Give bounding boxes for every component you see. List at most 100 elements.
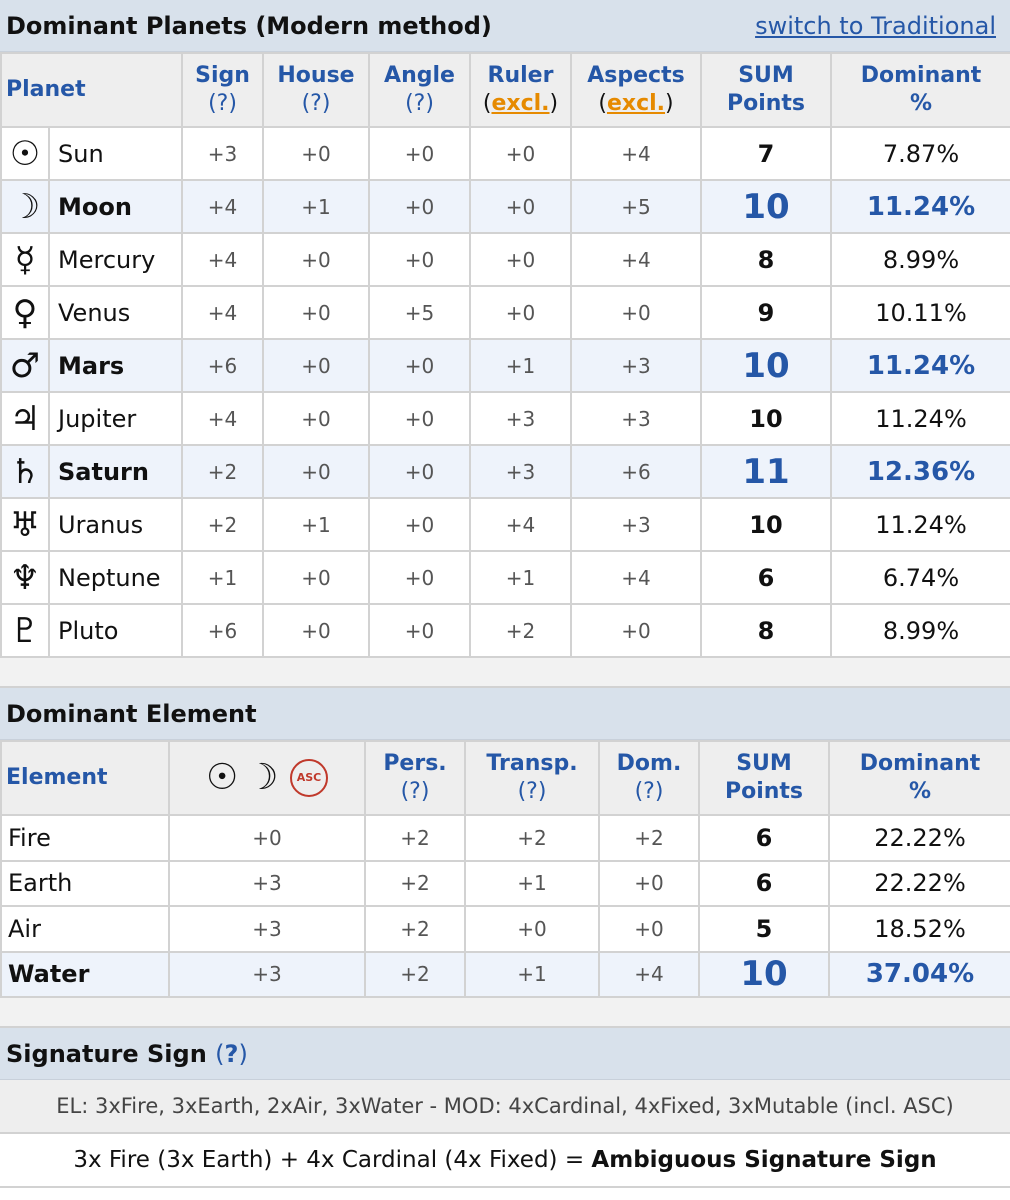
house-value: +0 bbox=[262, 444, 370, 499]
house-value: +0 bbox=[262, 232, 370, 287]
planet-name-cell: ♇ Pluto bbox=[0, 603, 183, 658]
dominant-pct-value: 11.24% bbox=[830, 497, 1010, 552]
header-pers: Pers. (?) bbox=[364, 740, 466, 816]
planet-row-pluto: ♇ Pluto +6 +0 +0 +2 +0 8 8.99% bbox=[0, 603, 1010, 658]
planet-row-saturn: ♄ Saturn +2 +0 +0 +3 +6 11 12.36% bbox=[0, 444, 1010, 499]
aspects-value: +6 bbox=[570, 444, 702, 499]
house-value: +0 bbox=[262, 338, 370, 393]
dom-value: +2 bbox=[598, 814, 700, 862]
header-element-dominant: Dominant% bbox=[828, 740, 1010, 816]
house-help-link[interactable]: (?) bbox=[301, 91, 331, 116]
element-pct-value: 22.22% bbox=[828, 859, 1010, 907]
planet-name: Moon bbox=[58, 192, 132, 221]
jupiter-icon: ♃ bbox=[2, 393, 50, 444]
dominant-pct-value: 7.87% bbox=[830, 126, 1010, 181]
sign-help-link[interactable]: (?) bbox=[208, 91, 237, 116]
dominant-pct-value: 12.36% bbox=[830, 444, 1010, 499]
header-sum-points: SUM Points bbox=[700, 52, 832, 128]
aspects-value: +5 bbox=[570, 179, 702, 234]
house-value: +1 bbox=[262, 179, 370, 234]
header-house: House (?) bbox=[262, 52, 370, 128]
sum-points-value: 10 bbox=[700, 497, 832, 552]
signature-el-line: EL: 3xFire, 3xEarth, 2xAir, 3xWater - MO… bbox=[0, 1080, 1010, 1134]
planet-name: Venus bbox=[58, 298, 131, 327]
mars-icon: ♂ bbox=[2, 340, 50, 391]
planets-section-header: Dominant Planets (Modern method) switch … bbox=[0, 0, 1010, 52]
planet-name: Mercury bbox=[58, 245, 156, 274]
neptune-icon: ♆ bbox=[2, 552, 50, 603]
element-pct-value: 22.22% bbox=[828, 814, 1010, 862]
sum-points-value: 10 bbox=[700, 391, 832, 446]
aspects-value: +4 bbox=[570, 550, 702, 605]
signature-result: 3x Fire (3x Earth) + 4x Cardinal (4x Fix… bbox=[0, 1134, 1010, 1188]
house-value: +0 bbox=[262, 391, 370, 446]
saturn-icon: ♄ bbox=[2, 446, 50, 497]
ruler-value: +1 bbox=[469, 338, 572, 393]
pers-help-link[interactable]: (?) bbox=[400, 779, 430, 804]
dominant-pct-value: 11.24% bbox=[830, 391, 1010, 446]
ruler-value: +2 bbox=[469, 603, 572, 658]
angle-value: +0 bbox=[368, 232, 471, 287]
sign-value: +4 bbox=[181, 285, 264, 340]
angle-value: +0 bbox=[368, 126, 471, 181]
header-planet: Planet bbox=[0, 52, 183, 128]
planet-name-cell: ♆ Neptune bbox=[0, 550, 183, 605]
planet-row-moon: ☽ Moon +4 +1 +0 +0 +5 10 11.24% bbox=[0, 179, 1010, 234]
aspects-value: +0 bbox=[570, 285, 702, 340]
planet-name-cell: ☽ Moon bbox=[0, 179, 183, 234]
header-dom: Dom. (?) bbox=[598, 740, 700, 816]
dominant-pct-value: 6.74% bbox=[830, 550, 1010, 605]
header-element: Element bbox=[0, 740, 170, 816]
planet-row-venus: ♀ Venus +4 +0 +5 +0 +0 9 10.11% bbox=[0, 285, 1010, 340]
header-sun-moon-asc: ☉ ☽ ASC bbox=[168, 740, 366, 816]
sum-points-value: 9 bbox=[700, 285, 832, 340]
dom-help-link[interactable]: (?) bbox=[634, 779, 664, 804]
sign-value: +6 bbox=[181, 338, 264, 393]
transp-value: +0 bbox=[464, 905, 600, 953]
switch-to-traditional-link[interactable]: switch to Traditional bbox=[755, 11, 996, 40]
planets-section-title: Dominant Planets (Modern method) bbox=[6, 11, 492, 40]
signature-result-text: 3x Fire (3x Earth) + 4x Cardinal (4x Fix… bbox=[73, 1147, 585, 1173]
section-gap-2 bbox=[0, 998, 1010, 1028]
pers-value: +2 bbox=[364, 905, 466, 953]
header-transp: Transp. (?) bbox=[464, 740, 600, 816]
planet-name-cell: ♃ Jupiter bbox=[0, 391, 183, 446]
aspects-value: +4 bbox=[570, 126, 702, 181]
angle-value: +0 bbox=[368, 391, 471, 446]
planet-name-cell: ♂ Mars bbox=[0, 338, 183, 393]
element-section-header: Dominant Element bbox=[0, 688, 1010, 740]
aspects-value: +3 bbox=[570, 338, 702, 393]
signature-help-link[interactable]: (?) bbox=[215, 1039, 248, 1068]
ruler-excl-link[interactable]: excl. bbox=[491, 91, 550, 116]
planet-name: Mars bbox=[58, 351, 125, 380]
aspects-excl-link[interactable]: excl. bbox=[606, 91, 666, 116]
sun-moon-asc-value: +3 bbox=[168, 950, 366, 998]
angle-value: +0 bbox=[368, 603, 471, 658]
dom-value: +0 bbox=[598, 859, 700, 907]
dominant-pct-value: 11.24% bbox=[830, 338, 1010, 393]
transp-value: +1 bbox=[464, 859, 600, 907]
planet-row-mars: ♂ Mars +6 +0 +0 +1 +3 10 11.24% bbox=[0, 338, 1010, 393]
house-value: +0 bbox=[262, 603, 370, 658]
aspects-value: +3 bbox=[570, 497, 702, 552]
planet-row-uranus: ♅ Uranus +2 +1 +0 +4 +3 10 11.24% bbox=[0, 497, 1010, 552]
planet-name-cell: ♀ Venus bbox=[0, 285, 183, 340]
venus-icon: ♀ bbox=[2, 287, 50, 338]
planet-name-cell: ♄ Saturn bbox=[0, 444, 183, 499]
element-name: Earth bbox=[0, 859, 170, 907]
planet-name: Jupiter bbox=[58, 404, 137, 433]
transp-value: +1 bbox=[464, 950, 600, 998]
header-sign: Sign (?) bbox=[181, 52, 264, 128]
header-dominant-pct: Dominant% bbox=[830, 52, 1010, 128]
element-sum-value: 5 bbox=[698, 905, 830, 953]
signature-result-bold: Ambiguous Signature Sign bbox=[591, 1147, 937, 1173]
sign-value: +1 bbox=[181, 550, 264, 605]
header-ruler: Ruler (excl.) bbox=[469, 52, 572, 128]
element-section-title: Dominant Element bbox=[6, 699, 257, 728]
element-sum-value: 6 bbox=[698, 814, 830, 862]
mercury-icon: ☿ bbox=[2, 234, 50, 285]
angle-help-link[interactable]: (?) bbox=[405, 91, 434, 116]
transp-help-link[interactable]: (?) bbox=[517, 779, 547, 804]
planet-name: Pluto bbox=[58, 616, 119, 645]
uranus-icon: ♅ bbox=[2, 499, 50, 550]
